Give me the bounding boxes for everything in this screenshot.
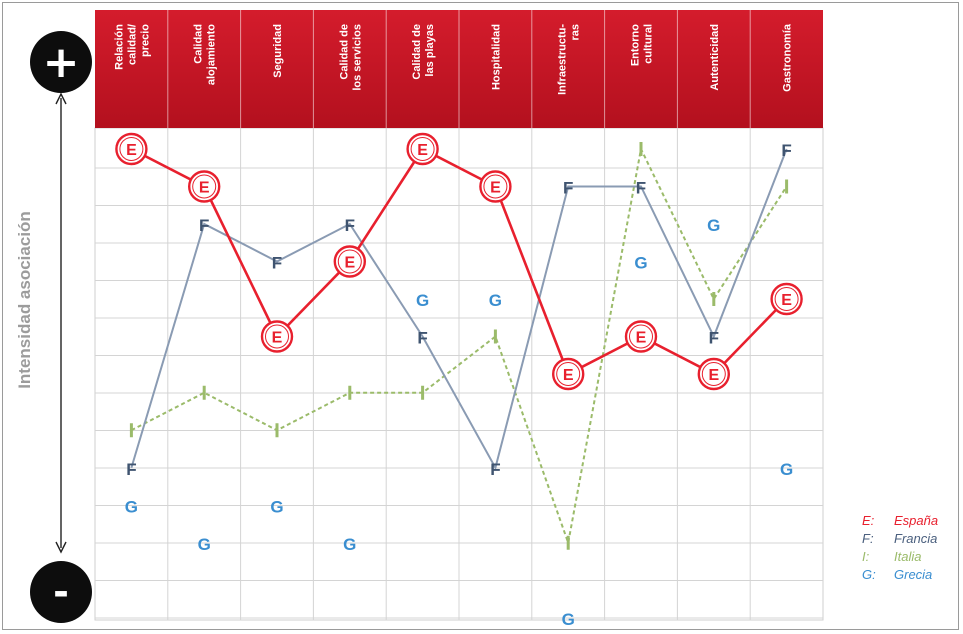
series-lines <box>130 145 788 547</box>
plus-label: + <box>43 37 80 88</box>
point-grecia: G <box>634 254 647 273</box>
point-francia: F <box>709 329 719 348</box>
point-grecia: G <box>489 291 502 310</box>
point-espana <box>115 132 148 166</box>
axis-arrow-down <box>55 541 67 554</box>
legend-item-italia: I: Italia <box>862 548 938 566</box>
point-grecia: G <box>780 460 793 479</box>
point-grecia: G <box>707 216 720 235</box>
category-label: Calidad delos servicios <box>338 24 363 91</box>
point-francia: F <box>199 216 209 235</box>
point-grecia: G <box>270 497 283 516</box>
point-espana <box>333 245 366 278</box>
category-label: Relacióncalidad/precio <box>113 24 151 70</box>
point-grecia: G <box>198 535 211 554</box>
point-espana-label: E <box>490 180 501 197</box>
y-axis-label: Intensidad asociación <box>15 211 34 389</box>
category-label: Infraestructu-ras <box>557 24 582 95</box>
category-label: Entornocultural <box>630 24 655 66</box>
legend-key: I: <box>862 549 870 564</box>
legend-item-francia: F: Francia <box>862 530 938 548</box>
series-line-e <box>130 147 788 376</box>
point-espana-ring <box>556 362 581 386</box>
point-francia: F <box>490 460 500 479</box>
category-label: Autenticidad <box>709 24 721 91</box>
legend-key: G: <box>862 567 876 582</box>
legend-key: F: <box>862 531 874 546</box>
category-label: Calidadalojamiento <box>193 24 218 85</box>
category-label: Hospitalidad <box>490 24 502 90</box>
legend-item-espana: E: España <box>862 512 938 530</box>
point-espana-ring <box>774 287 799 311</box>
point-grecia: G <box>416 291 429 310</box>
point-francia: F <box>563 179 573 198</box>
point-espana-ring <box>701 362 726 386</box>
category-header: Relacióncalidad/precio Calidadalojamiento… <box>95 10 823 128</box>
point-francia: F <box>272 254 282 273</box>
point-francia: F <box>417 329 427 348</box>
point-espana-ring <box>483 174 508 199</box>
point-espana-label: E <box>417 142 428 159</box>
point-espana-ring <box>410 137 435 161</box>
legend-key: E: <box>862 513 875 528</box>
point-grecia: G <box>343 535 356 554</box>
legend-label: Grecia <box>894 567 933 582</box>
axis-arrow-up <box>55 92 67 105</box>
point-espana-label: E <box>636 330 647 347</box>
point-espana <box>479 170 512 203</box>
point-espana-label: E <box>781 292 792 309</box>
point-espana <box>260 320 294 353</box>
point-espana-ring <box>192 174 217 199</box>
legend-label: Italia <box>894 549 922 564</box>
point-francia: F <box>781 141 791 160</box>
point-espana <box>552 357 585 391</box>
point-espana-ring <box>265 324 289 349</box>
point-espana <box>697 357 730 391</box>
legend-item-grecia: G: Grecia <box>862 566 938 584</box>
point-grecia: G <box>125 497 138 516</box>
point-espana <box>187 170 221 203</box>
category-label: Gastronomía <box>782 23 794 92</box>
point-francia: F <box>126 460 136 479</box>
point-espana <box>770 282 803 316</box>
point-espana-label: E <box>344 255 355 272</box>
plus-marker <box>30 31 92 93</box>
point-espana-ring <box>629 324 653 349</box>
point-espana-label: E <box>199 180 210 197</box>
point-grecia: G <box>562 610 575 629</box>
series-line-f <box>130 148 788 471</box>
point-francia: F <box>636 179 646 198</box>
series-line-i <box>130 145 788 547</box>
point-francia: F <box>345 216 355 235</box>
minus-label: - <box>53 570 69 614</box>
legend-label: España <box>894 513 939 528</box>
point-espana-label: E <box>563 367 574 384</box>
category-label: Calidad delas playas <box>411 24 436 80</box>
y-axis: + - Intensidad asociación <box>15 31 92 623</box>
point-espana-ring <box>337 249 362 274</box>
category-label: Seguridad <box>272 24 284 78</box>
legend: E: España F: Francia I: Italia G: Grecia <box>862 512 938 584</box>
point-espana <box>406 132 439 166</box>
point-espana-label: E <box>272 330 283 347</box>
point-espana-ring <box>119 137 144 161</box>
point-espana-label: E <box>708 367 719 384</box>
point-espana-label: E <box>126 142 137 159</box>
minus-marker <box>30 561 92 623</box>
legend-label: Francia <box>894 531 938 546</box>
point-espana <box>624 320 658 353</box>
